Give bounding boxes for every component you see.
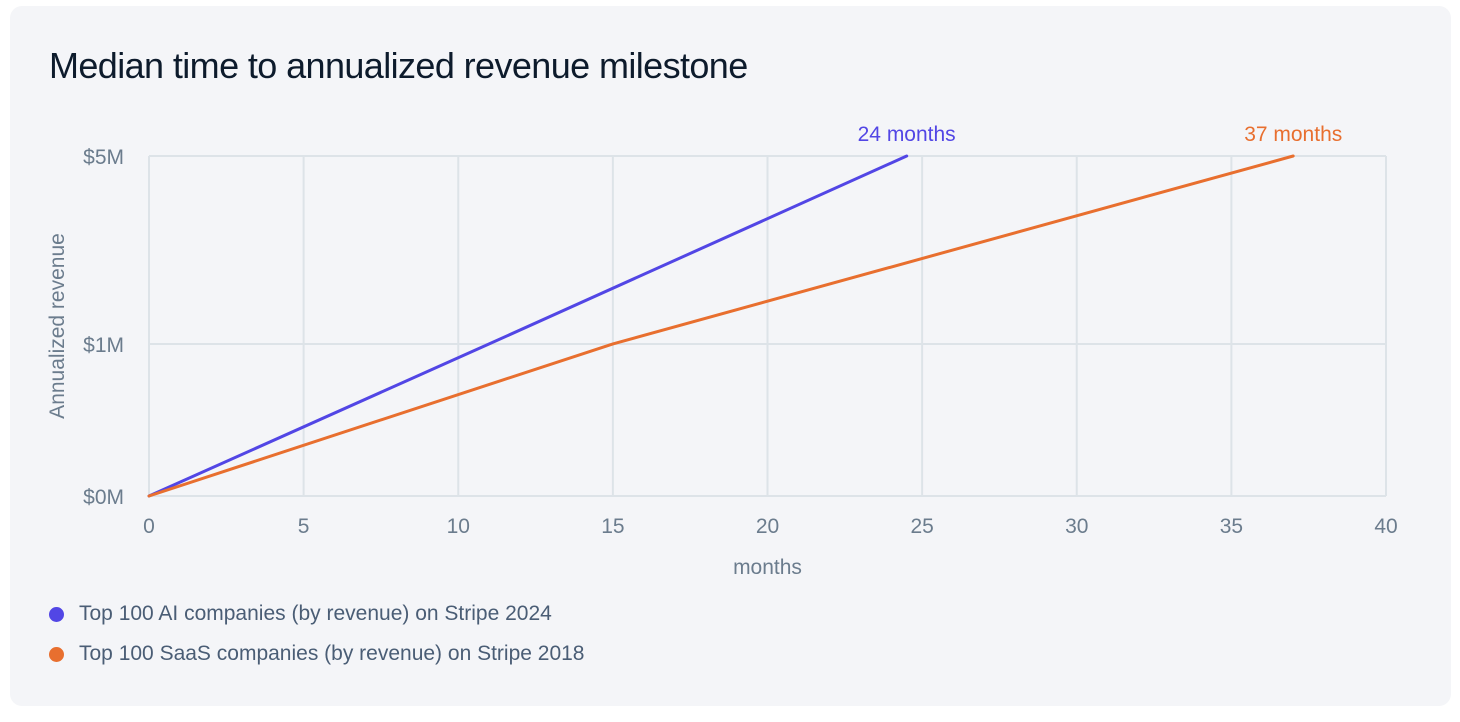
x-tick-label: 30 [1065,515,1088,538]
legend-dot-ai [49,606,64,622]
legend: Top 100 AI companies (by revenue) on Str… [49,594,585,674]
x-tick-label: 5 [298,515,310,538]
legend-dot-saas [49,646,64,662]
y-axis-label: Annualized revenue [46,233,69,419]
y-tick-label: $1M [83,334,124,357]
x-tick-label: 0 [143,515,155,538]
x-tick-label: 40 [1374,515,1397,538]
y-tick-label: $0M [83,486,124,509]
legend-item-saas: Top 100 SaaS companies (by revenue) on S… [49,634,585,674]
x-tick-label: 25 [910,515,933,538]
end-label-ai: 24 months [858,123,956,146]
legend-label-saas: Top 100 SaaS companies (by revenue) on S… [79,642,585,665]
x-tick-label: 10 [447,515,470,538]
y-tick-label: $5M [83,146,124,169]
chart-title: Median time to annualized revenue milest… [49,45,748,86]
x-tick-label: 35 [1220,515,1243,538]
end-label-saas: 37 months [1244,123,1342,146]
legend-label-ai: Top 100 AI companies (by revenue) on Str… [79,602,552,625]
x-tick-label: 15 [601,515,624,538]
x-axis-label: months [733,556,802,579]
x-tick-label: 20 [756,515,779,538]
chart-card [10,6,1451,706]
series-line-ai [147,154,909,498]
series-line-saas [147,154,1295,498]
legend-item-ai: Top 100 AI companies (by revenue) on Str… [49,594,585,634]
